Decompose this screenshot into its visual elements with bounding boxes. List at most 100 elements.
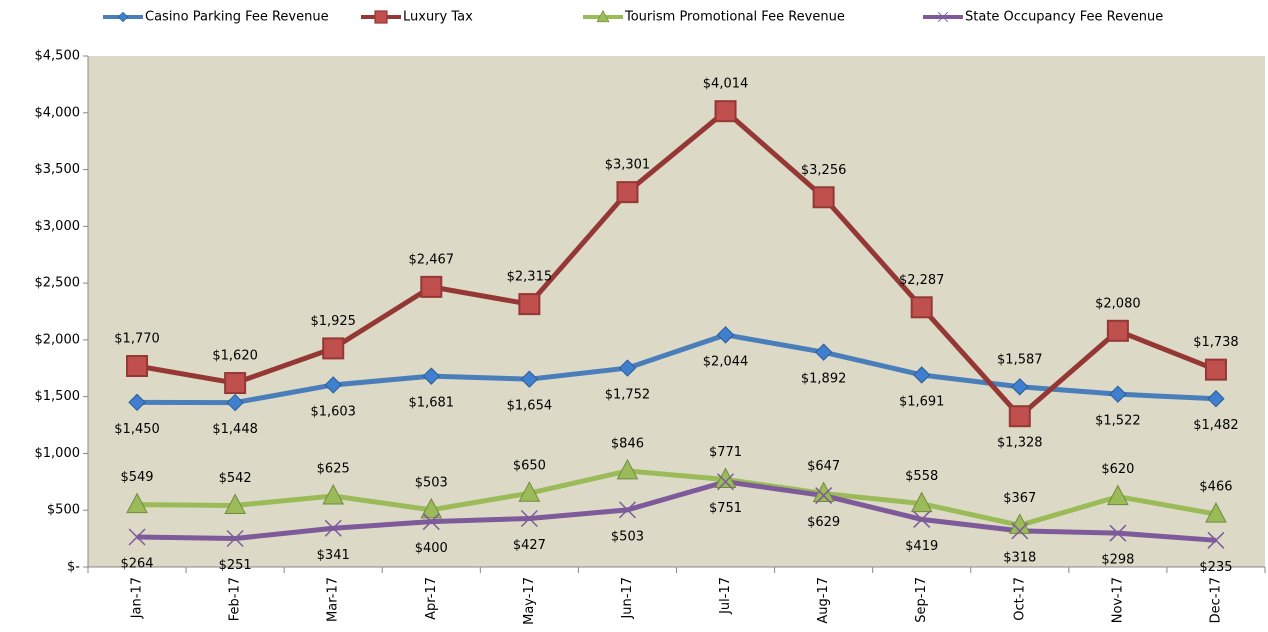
square-marker: [224, 372, 247, 395]
diamond-marker: [128, 393, 146, 412]
square-marker: [518, 293, 541, 316]
legend-label: Tourism Promotional Fee Revenue: [624, 10, 845, 25]
data-label: $1,752: [605, 388, 651, 403]
y-tick-label: $4,000: [35, 105, 81, 120]
square-marker: [714, 100, 737, 123]
x-marker: [520, 509, 538, 528]
data-label: $503: [611, 529, 644, 544]
y-tick-label: $4,500: [35, 49, 81, 64]
plot-area: [88, 56, 1265, 567]
data-label: $1,654: [507, 399, 553, 414]
data-label: $367: [1003, 491, 1036, 506]
data-label: $549: [120, 470, 153, 485]
diamond-marker: [814, 343, 833, 361]
triangle-marker: [812, 481, 835, 503]
square-marker: [126, 355, 149, 378]
data-label: $1,450: [114, 422, 160, 437]
triangle-marker: [322, 483, 345, 505]
x-tick-label: Oct-17: [1012, 577, 1027, 621]
triangle-marker: [1008, 513, 1031, 534]
series-line: [137, 332, 1217, 406]
legend: Casino Parking Fee Revenue Luxury Tax Tour…: [103, 10, 1163, 25]
diamond-marker: [117, 11, 129, 23]
diamond-marker: [226, 393, 244, 412]
x-marker: [128, 528, 146, 546]
data-label: $1,681: [409, 396, 455, 411]
x-marker: [815, 487, 833, 505]
series-line: [136, 108, 1217, 419]
data-label: $846: [611, 436, 644, 451]
square-marker: [616, 181, 639, 204]
x-marker: [226, 529, 244, 548]
series-line: [137, 468, 1217, 528]
data-label: $1,482: [1193, 418, 1239, 433]
data-label: $1,691: [899, 394, 945, 409]
data-label: $650: [513, 459, 546, 474]
diamond-marker: [520, 370, 539, 388]
diamond-marker: [1207, 390, 1225, 408]
triangle-marker: [518, 481, 541, 502]
data-label: $542: [219, 471, 252, 486]
x-marker: [1011, 522, 1029, 540]
data-label: $1,892: [801, 372, 847, 387]
x-tick-label: Sep-17: [914, 577, 929, 623]
square-marker: [1106, 319, 1129, 342]
data-label: $1,603: [310, 404, 356, 419]
data-label: $3,301: [605, 158, 651, 173]
diamond-marker: [422, 367, 440, 385]
data-label: $751: [709, 501, 742, 516]
y-tick-label: $1,000: [35, 446, 81, 461]
x-marker: [937, 11, 949, 23]
legend-label: State Occupancy Fee Revenue: [965, 10, 1163, 25]
data-label: $1,925: [310, 314, 356, 329]
legend-label: Casino Parking Fee Revenue: [145, 10, 329, 25]
data-label: $400: [415, 541, 448, 556]
triangle-marker: [1205, 502, 1227, 523]
triangle-marker: [596, 9, 610, 23]
x-marker: [324, 519, 342, 537]
data-label: $298: [1101, 553, 1134, 568]
y-tick-label: $2,000: [35, 332, 81, 347]
legend-label: Luxury Tax: [403, 10, 473, 25]
diamond-marker: [324, 376, 342, 394]
x-marker: [717, 473, 735, 491]
y-tick-label: $1,500: [35, 389, 81, 404]
data-label: $1,328: [997, 436, 1043, 451]
x-tick-label: Jul-17: [718, 577, 733, 615]
data-label: $629: [807, 515, 840, 530]
y-tick-label: $2,500: [35, 276, 81, 291]
data-label: $1,770: [114, 332, 160, 347]
triangle-marker: [1107, 484, 1129, 506]
data-label: $2,315: [507, 270, 553, 285]
triangle-marker: [616, 458, 639, 480]
square-marker: [420, 275, 443, 298]
y-tick-label: $3,500: [35, 162, 81, 177]
data-label: $1,522: [1095, 414, 1141, 429]
x-marker: [1207, 531, 1225, 549]
diamond-marker: [1011, 378, 1029, 396]
square-marker: [812, 186, 835, 209]
data-label: $1,620: [212, 349, 258, 364]
x-marker: [618, 501, 636, 519]
triangle-marker: [714, 467, 737, 488]
data-label: $419: [905, 539, 938, 554]
x-marker: [913, 510, 931, 528]
triangle-marker: [126, 492, 148, 514]
square-marker: [322, 337, 345, 360]
data-label: $318: [1003, 550, 1036, 565]
square-marker: [1204, 358, 1227, 381]
data-label: $4,014: [703, 77, 749, 92]
y-tick-label: $3,000: [35, 219, 81, 234]
x-tick-label: Jun-17: [620, 577, 635, 620]
x-tick-label: Nov-17: [1110, 577, 1125, 623]
square-marker: [1008, 405, 1031, 428]
x-marker: [1109, 524, 1127, 542]
data-label: $251: [219, 558, 252, 573]
data-label: $503: [415, 475, 448, 490]
diamond-marker: [1109, 385, 1127, 403]
data-label: $625: [317, 462, 350, 477]
data-label: $341: [317, 548, 350, 563]
diamond-marker: [913, 366, 931, 384]
x-tick-label: Jan-17: [130, 577, 145, 619]
